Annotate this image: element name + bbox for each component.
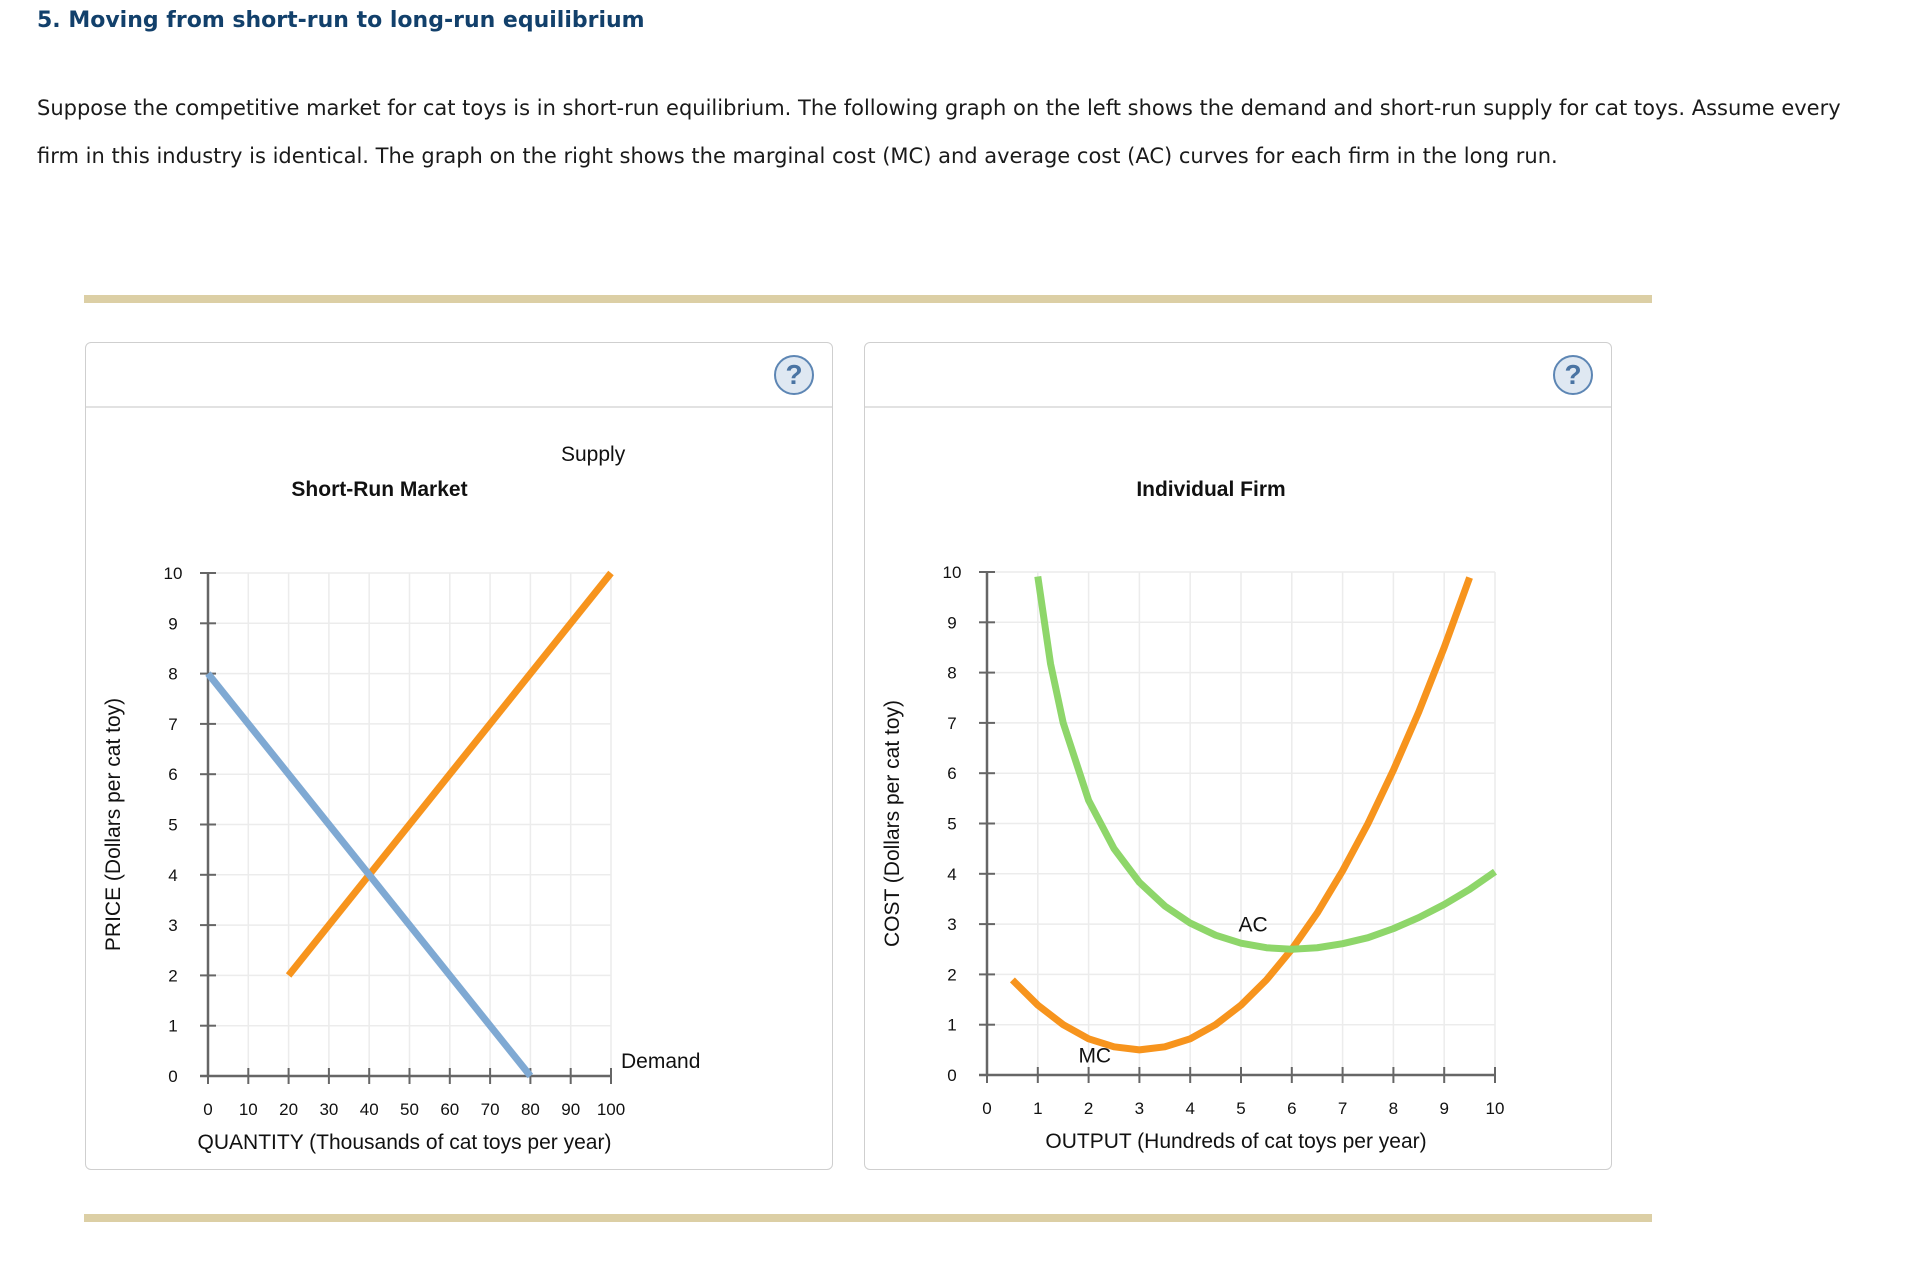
- x-tick-label: 1: [1033, 1099, 1042, 1118]
- y-tick-label: 2: [947, 965, 956, 984]
- x-tick-label: 4: [1185, 1099, 1194, 1118]
- individual-firm-chart: Individual Firm 0 1 2 3 4 5 6 7 8 9 10 0 1 2 3 4 5 6 7 8 9 10 O…: [881, 478, 1505, 1153]
- y-tick-label: 8: [168, 665, 177, 684]
- y-tick-label: 1: [947, 1016, 956, 1035]
- x-tick-label: 5: [1236, 1099, 1245, 1118]
- y-tick-label: 5: [168, 816, 177, 835]
- curve-ac: [1034, 576, 1497, 953]
- y-tick-label: 3: [947, 915, 956, 934]
- x-tick-label: 0: [203, 1100, 212, 1119]
- bottom-divider: [84, 1214, 1652, 1222]
- x-tick-label: 40: [360, 1100, 379, 1119]
- x-tick-label: 10: [239, 1100, 258, 1119]
- x-tick-label: 7: [1338, 1099, 1347, 1118]
- question-title: 5. Moving from short-run to long-run equ…: [37, 8, 645, 33]
- y-tick-label: 6: [168, 765, 177, 784]
- x-tick-label: 3: [1135, 1099, 1144, 1118]
- x-tick-label: 9: [1439, 1099, 1448, 1118]
- help-icon[interactable]: ?: [774, 355, 814, 395]
- chart-title: Individual Firm: [1136, 478, 1285, 501]
- short-run-market-chart: Short-Run Market 0 10 20 30 40 50 60 70 80 90 100 0 1…: [102, 443, 700, 1154]
- question-text: Suppose the competitive market for cat t…: [37, 96, 1841, 168]
- x-tick-label: 10: [1486, 1099, 1505, 1118]
- panel-header: ?: [86, 343, 832, 408]
- top-divider: [84, 295, 1652, 303]
- x-tick-label: 6: [1287, 1099, 1296, 1118]
- help-icon[interactable]: ?: [1553, 355, 1593, 395]
- x-tick-label: 50: [400, 1100, 419, 1119]
- curve-demand: [205, 671, 534, 1079]
- panel-header: ?: [865, 343, 1611, 408]
- x-tick-label: 8: [1389, 1099, 1398, 1118]
- y-tick-label: 4: [947, 865, 956, 884]
- x-tick-label: 20: [279, 1100, 298, 1119]
- x-axis-label: OUTPUT (Hundreds of cat toys per year): [1045, 1130, 1426, 1153]
- y-tick-label: 8: [947, 664, 956, 683]
- y-tick-label: 2: [168, 966, 177, 985]
- y-tick-label: 4: [168, 866, 177, 885]
- x-tick-label: 2: [1084, 1099, 1093, 1118]
- x-tick-label: 30: [319, 1100, 338, 1119]
- short-run-market-panel: ? Short-Run Market 0 10 20 30 40 50 60 70 80 90 100…: [85, 342, 833, 1170]
- x-axis-label: QUANTITY (Thousands of cat toys per year…: [198, 1131, 612, 1154]
- y-tick-label: 1: [168, 1017, 177, 1036]
- y-tick-label: 3: [168, 916, 177, 935]
- y-axis-label: PRICE (Dollars per cat toy): [102, 698, 125, 951]
- y-tick-label: 0: [947, 1066, 956, 1085]
- y-tick-label: 10: [164, 564, 183, 583]
- y-tick-label: 10: [943, 563, 962, 582]
- x-tick-label: 90: [561, 1100, 580, 1119]
- x-tick-label: 0: [982, 1099, 991, 1118]
- individual-firm-panel: ? Individual Firm 0 1 2 3 4 5 6 7 8 9 10 0 1 2 3 4 5 6 7 8 9 1…: [864, 342, 1612, 1170]
- curve-mc: [1009, 576, 1473, 1054]
- y-axis-label: COST (Dollars per cat toy): [881, 700, 904, 947]
- y-tick-label: 5: [947, 815, 956, 834]
- chart-title: Short-Run Market: [291, 478, 467, 501]
- y-tick-label: 7: [168, 715, 177, 734]
- series-label-mc: MC: [1078, 1044, 1111, 1067]
- curve-supply: [285, 570, 614, 978]
- y-tick-label: 0: [168, 1067, 177, 1086]
- series-label-demand: Demand: [621, 1050, 700, 1073]
- y-tick-label: 9: [168, 614, 177, 633]
- x-tick-label: 70: [481, 1100, 500, 1119]
- x-tick-label: 80: [521, 1100, 540, 1119]
- x-tick-label: 100: [597, 1100, 625, 1119]
- y-tick-label: 7: [947, 714, 956, 733]
- y-tick-label: 6: [947, 764, 956, 783]
- series-label-ac: AC: [1238, 914, 1267, 937]
- x-tick-label: 60: [440, 1100, 459, 1119]
- series-label-supply: Supply: [561, 443, 626, 466]
- y-tick-label: 9: [947, 613, 956, 632]
